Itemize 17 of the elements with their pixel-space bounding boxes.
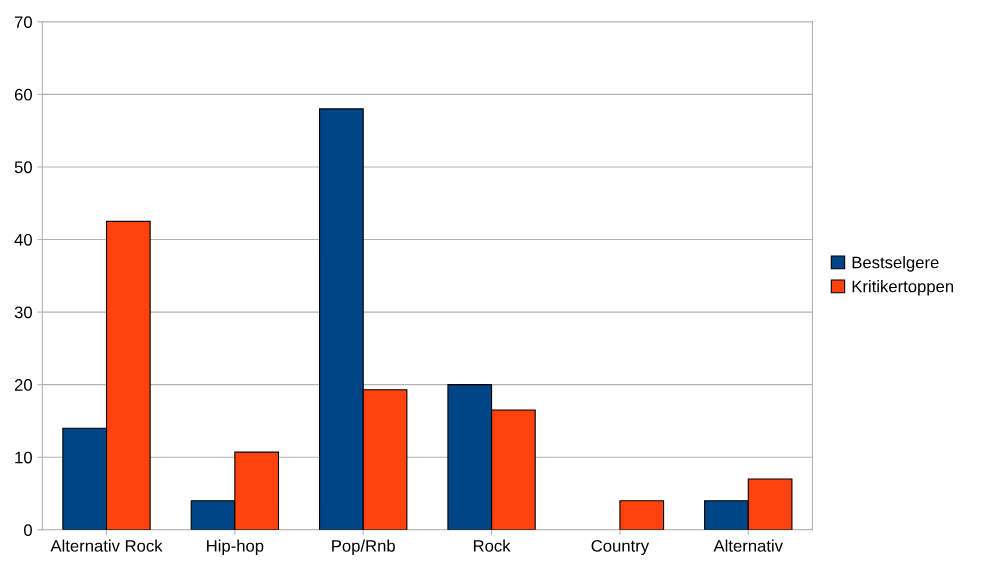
y-tick-label: 30 — [14, 306, 32, 319]
y-tick-label: 70 — [14, 16, 32, 29]
x-tick-label: Alternativ — [713, 539, 783, 552]
y-tick-label: 0 — [24, 524, 32, 537]
x-tick-label: Alternativ Rock — [50, 539, 163, 552]
bar — [619, 500, 665, 530]
y-tick-label: 50 — [14, 161, 32, 174]
y-tick-label: 60 — [14, 88, 32, 101]
legend-label: Bestselgere — [852, 256, 939, 272]
x-tick-label: Country — [591, 539, 650, 556]
y-tick-label: 20 — [14, 379, 32, 391]
x-tick-label: Rock — [473, 539, 511, 552]
x-tick-label: Pop/Rnb — [332, 539, 395, 556]
x-tick-label: Hip-hop — [207, 539, 264, 556]
y-tick-label: 10 — [15, 451, 32, 464]
legend-label: Kritikertoppen — [852, 280, 954, 296]
y-tick-label: 40 — [14, 233, 32, 246]
